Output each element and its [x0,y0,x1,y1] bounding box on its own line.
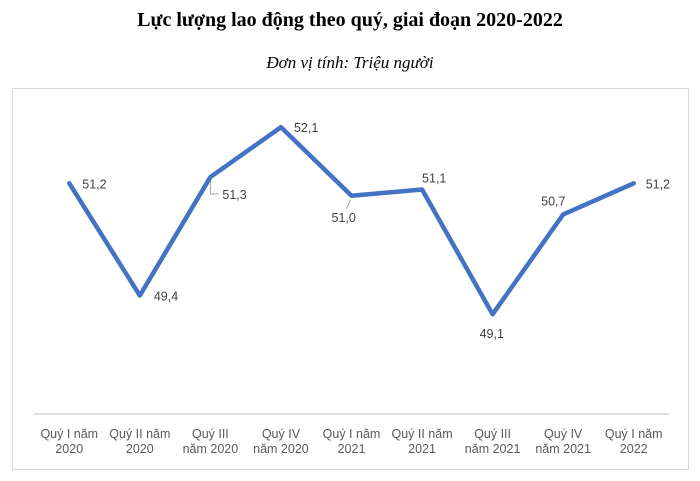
data-label: 49,1 [480,327,504,341]
x-axis-label: 2022 [620,442,648,456]
x-axis-label: Quý II năm [109,427,170,441]
data-label-leader-line [209,180,219,195]
data-label: 51,2 [82,177,106,191]
line-chart: 51,2 49,4 51,3 52,1 51,0 51,1 49,1 50,7 51,2 Quý … [12,88,689,470]
data-label: 51,2 [646,177,670,191]
data-label: 50,7 [541,194,565,208]
x-axis-label: năm 2021 [535,442,591,456]
x-axis-label: năm 2021 [465,442,521,456]
x-axis-label: 2020 [126,442,154,456]
x-axis-label: Quý II năm [391,427,452,441]
x-axis-label: Quý I năm [323,427,381,441]
data-label: 51,3 [222,188,246,202]
x-axis-label: Quý III [474,427,511,441]
x-axis-label: Quý IV [262,427,301,441]
x-axis-label: Quý I năm [605,427,663,441]
x-axis-label: 2020 [55,442,83,456]
x-axis-label: Quý I năm [40,427,98,441]
x-axis-label: năm 2020 [253,442,309,456]
chart-subtitle: Đơn vị tính: Triệu người [266,53,434,72]
data-label-leader-line [346,199,351,209]
data-label: 51,1 [422,172,446,186]
line-chart-canvas: 51,2 49,4 51,3 52,1 51,0 51,1 49,1 50,7 51,2 Quý … [34,121,670,456]
series-line [67,124,636,317]
x-axis-label: Quý III [192,427,229,441]
data-label: 52,1 [294,121,318,135]
x-axis-label: năm 2020 [183,442,239,456]
data-label: 51,0 [332,211,356,225]
data-label: 49,4 [154,290,178,304]
x-axis-label: 2021 [338,442,366,456]
chart-title: Lực lượng lao động theo quý, giai đoạn 2… [137,9,563,31]
x-axis-label: 2021 [408,442,436,456]
x-axis-label: Quý IV [544,427,583,441]
